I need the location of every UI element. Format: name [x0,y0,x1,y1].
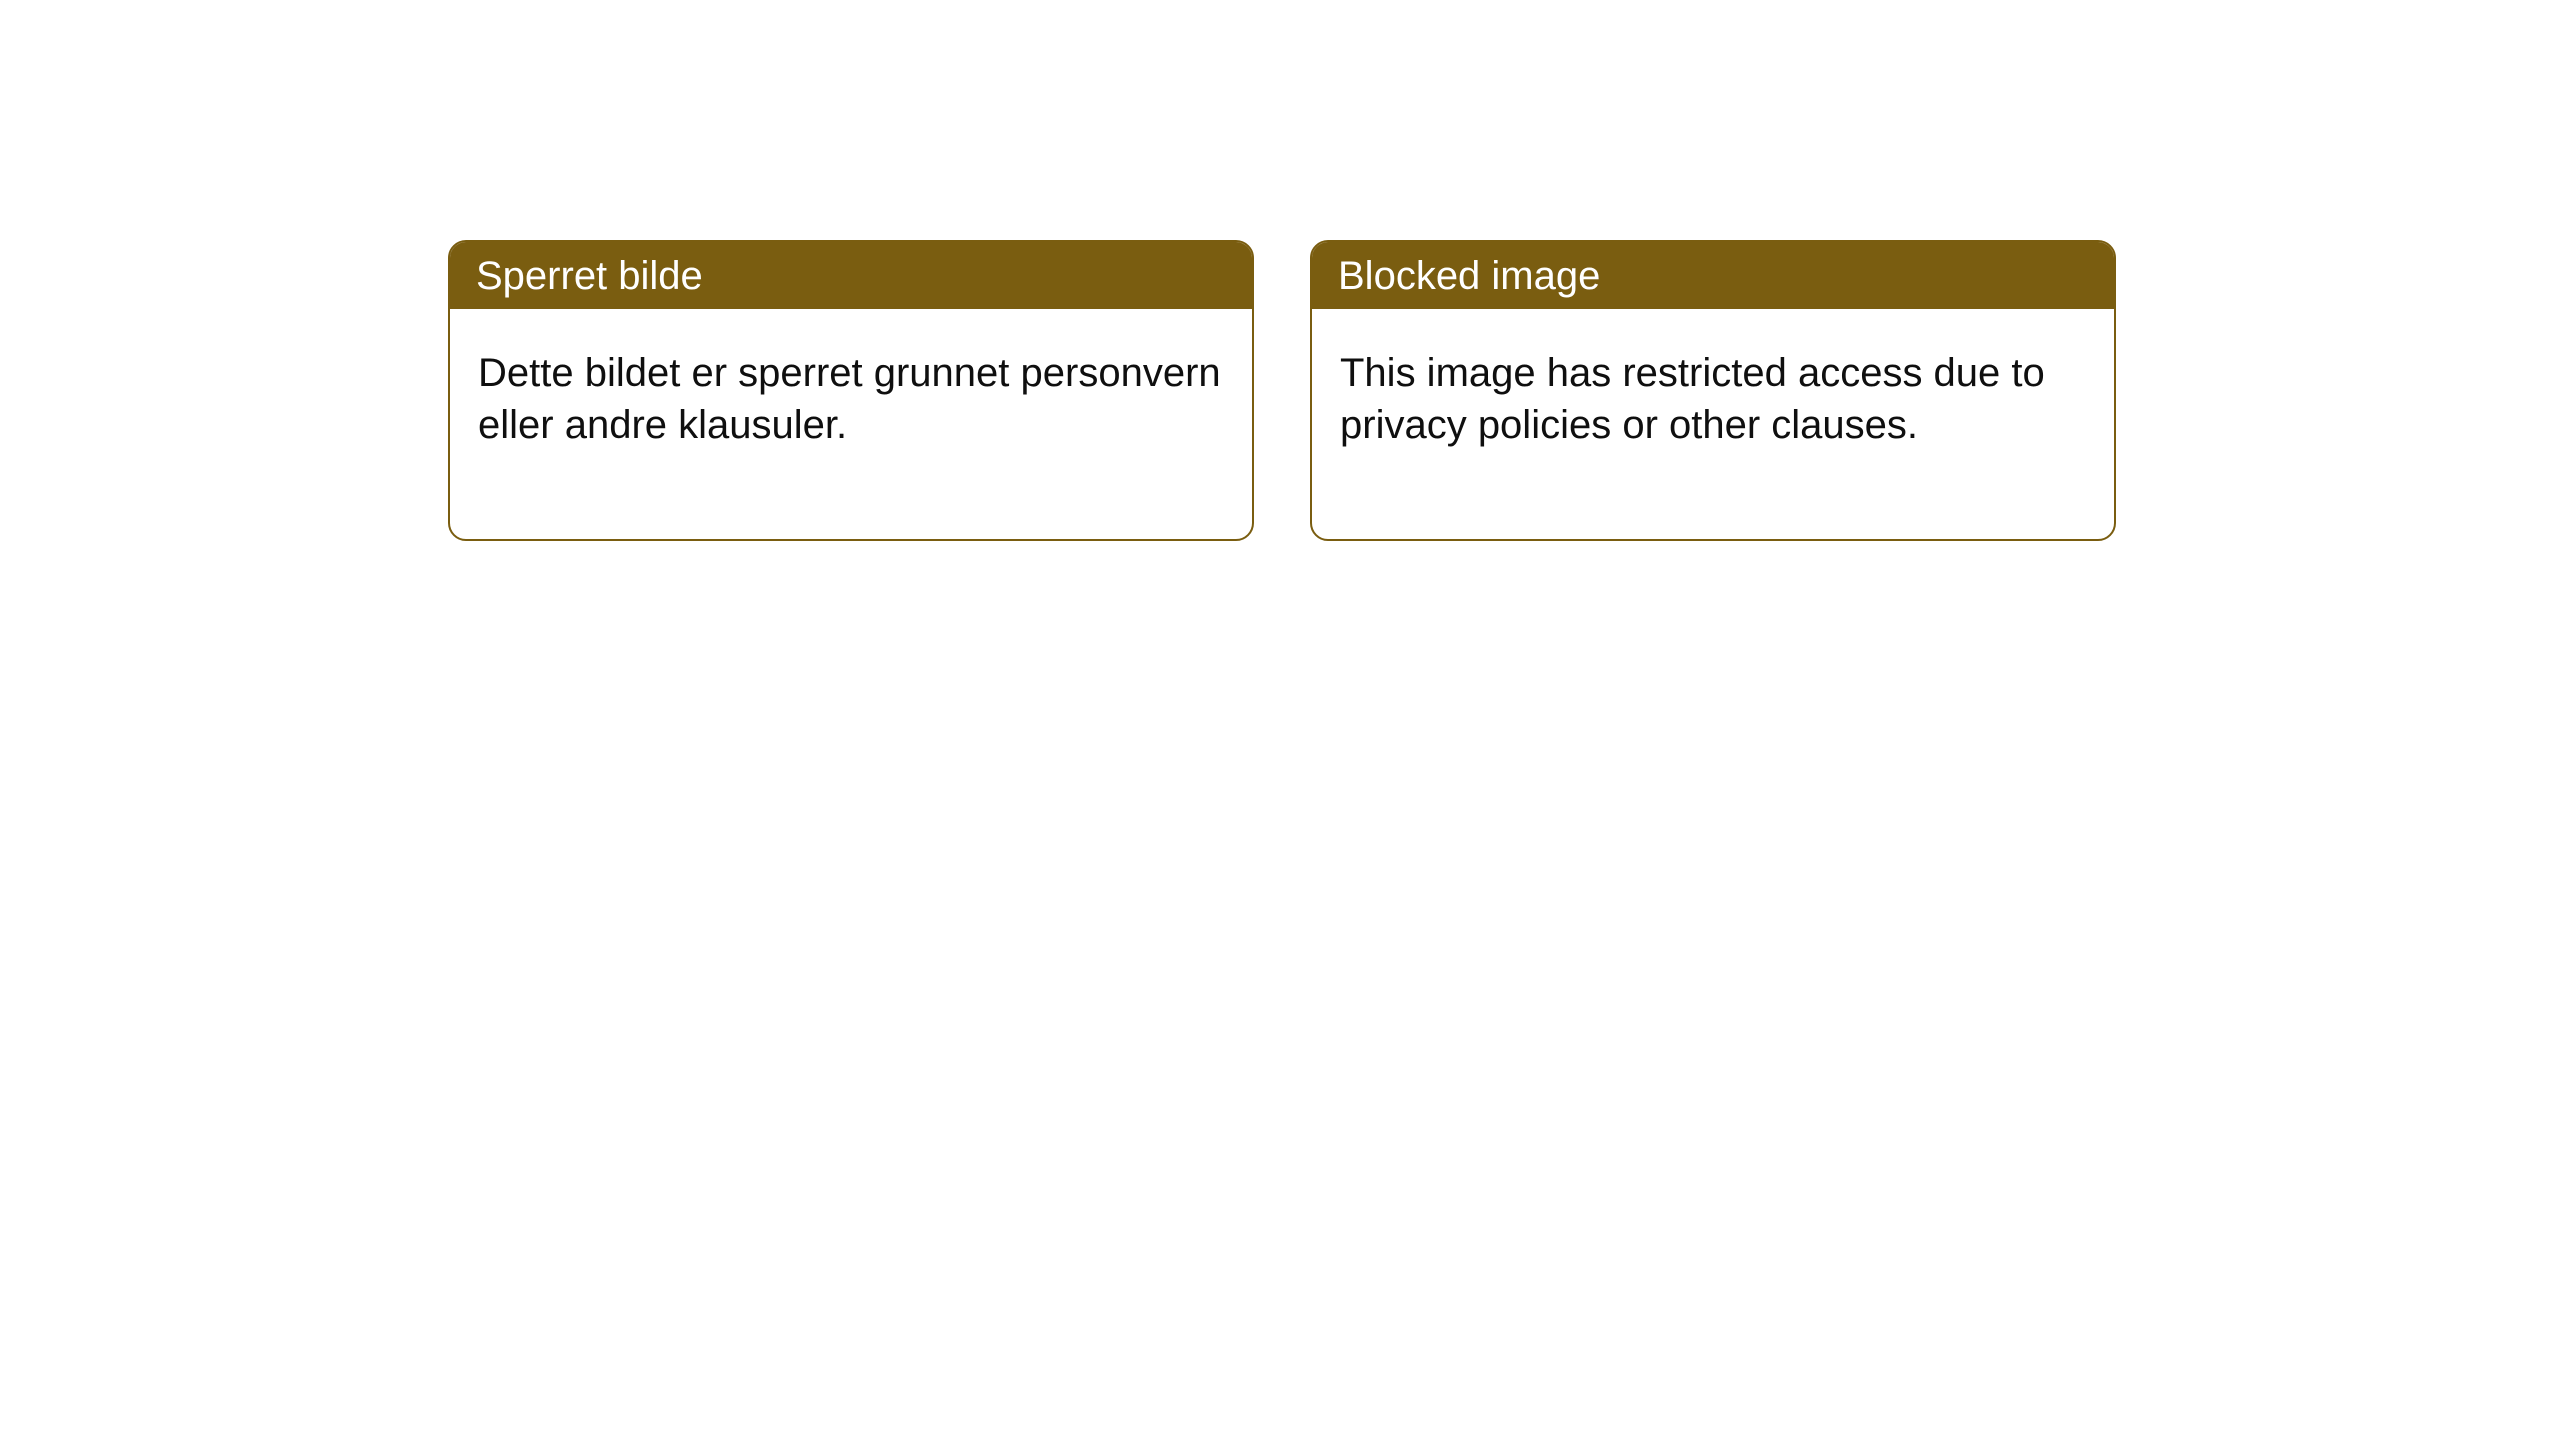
notice-body-no: Dette bildet er sperret grunnet personve… [450,309,1252,539]
blocked-image-notice-en: Blocked image This image has restricted … [1310,240,2116,541]
notice-text-en: This image has restricted access due to … [1340,347,2086,451]
notice-text-no: Dette bildet er sperret grunnet personve… [478,347,1224,451]
blocked-image-notice-no: Sperret bilde Dette bildet er sperret gr… [448,240,1254,541]
notice-container: Sperret bilde Dette bildet er sperret gr… [0,0,2560,541]
notice-title-no: Sperret bilde [450,242,1252,309]
notice-title-en: Blocked image [1312,242,2114,309]
notice-body-en: This image has restricted access due to … [1312,309,2114,539]
